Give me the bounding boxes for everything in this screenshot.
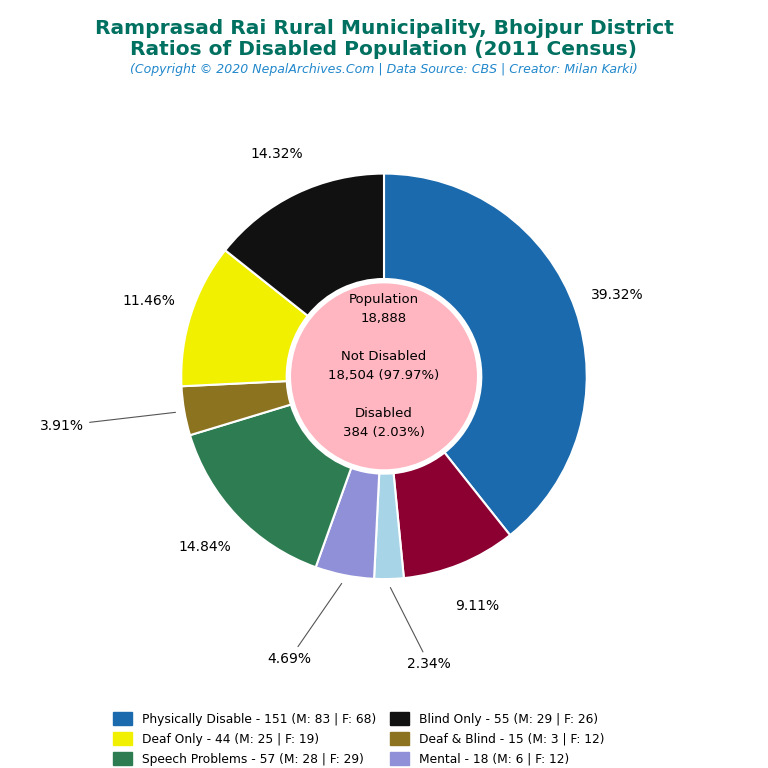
Text: Ramprasad Rai Rural Municipality, Bhojpur District: Ramprasad Rai Rural Municipality, Bhojpu… <box>94 19 674 38</box>
Text: (Copyright © 2020 NepalArchives.Com | Data Source: CBS | Creator: Milan Karki): (Copyright © 2020 NepalArchives.Com | Da… <box>130 63 638 76</box>
Text: 4.69%: 4.69% <box>267 584 342 666</box>
Wedge shape <box>384 174 587 535</box>
Text: Population
18,888

Not Disabled
18,504 (97.97%)

Disabled
384 (2.03%): Population 18,888 Not Disabled 18,504 (9… <box>329 293 439 439</box>
Legend: Physically Disable - 151 (M: 83 | F: 68), Deaf Only - 44 (M: 25 | F: 19), Speech: Physically Disable - 151 (M: 83 | F: 68)… <box>114 712 654 768</box>
Text: 14.32%: 14.32% <box>250 147 303 161</box>
Wedge shape <box>181 381 291 435</box>
Wedge shape <box>190 405 351 568</box>
Text: Ratios of Disabled Population (2011 Census): Ratios of Disabled Population (2011 Cens… <box>131 40 637 59</box>
Text: 14.84%: 14.84% <box>178 540 231 554</box>
Text: 3.91%: 3.91% <box>40 412 175 432</box>
Circle shape <box>292 284 476 468</box>
Wedge shape <box>181 250 308 386</box>
Text: 9.11%: 9.11% <box>455 598 499 613</box>
Text: 11.46%: 11.46% <box>122 293 175 308</box>
Wedge shape <box>374 473 404 579</box>
Wedge shape <box>393 452 510 578</box>
Text: 2.34%: 2.34% <box>390 588 451 671</box>
Wedge shape <box>225 174 384 316</box>
Text: 39.32%: 39.32% <box>591 288 644 302</box>
Wedge shape <box>316 468 379 579</box>
